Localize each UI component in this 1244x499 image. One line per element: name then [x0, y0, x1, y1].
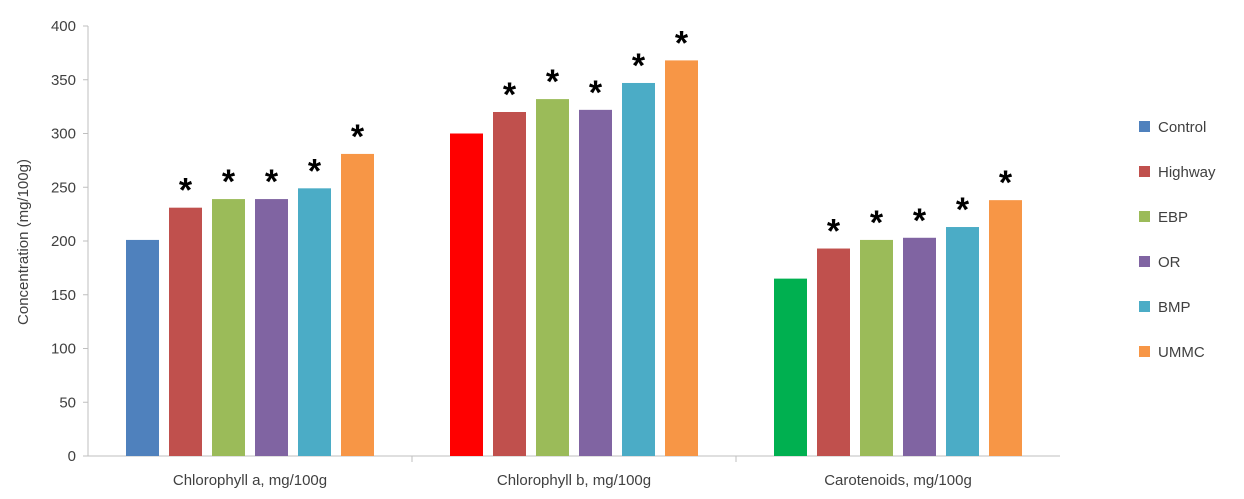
- y-tick-label: 150: [51, 287, 76, 304]
- y-tick-label: 400: [51, 18, 76, 35]
- bar-ebp-2: [860, 239, 893, 456]
- y-axis-label: Concentration (mg/100g): [15, 159, 32, 325]
- legend-label-bmp: BMP: [1158, 299, 1191, 316]
- significance-star: *: [827, 213, 841, 251]
- bar-highway-2: [817, 248, 850, 456]
- bar-highway-0: [169, 207, 202, 456]
- significance-star: *: [308, 152, 322, 190]
- significance-star: *: [956, 191, 970, 229]
- y-tick-label: 300: [51, 126, 76, 143]
- significance-star: *: [632, 47, 646, 85]
- bar-highway-1: [493, 112, 526, 456]
- bar-ummc-0: [341, 153, 374, 457]
- legend-label-or: OR: [1158, 254, 1181, 271]
- legend-label-ebp: EBP: [1158, 209, 1188, 226]
- y-tick-label: 100: [51, 341, 76, 358]
- bar-ebp-1: [536, 99, 569, 456]
- significance-star: *: [589, 74, 603, 112]
- y-tick-label: 250: [51, 179, 76, 196]
- bar-or-2: [903, 237, 936, 456]
- legend-swatch-ebp: [1139, 211, 1150, 222]
- y-tick-label: 50: [59, 394, 76, 411]
- significance-star: *: [546, 63, 560, 101]
- legend-label-highway: Highway: [1158, 164, 1216, 181]
- axes: 0 50 100 150 200 250 300 350 400 Chlorophyll a, m…: [51, 18, 1060, 489]
- significance-star: *: [913, 202, 927, 240]
- legend-swatch-ummc: [1139, 346, 1150, 357]
- y-tick-label: 350: [51, 72, 76, 89]
- significance-star: *: [265, 163, 279, 201]
- y-tick-label: 200: [51, 233, 76, 250]
- x-category-label: Chlorophyll a, mg/100g: [173, 472, 327, 489]
- bar-bmp-2: [946, 227, 979, 456]
- significance-star: *: [999, 164, 1013, 202]
- legend-label-ummc: UMMC: [1158, 344, 1205, 361]
- bar-control-1: [450, 133, 483, 456]
- legend-swatch-or: [1139, 256, 1150, 267]
- significance-markers: * * * * * * * * * * * * * * *: [179, 24, 1013, 250]
- legend-swatch-highway: [1139, 166, 1150, 177]
- significance-star: *: [351, 118, 365, 156]
- significance-star: *: [179, 172, 193, 210]
- legend-swatch-control: [1139, 121, 1150, 132]
- bar-control-2: [774, 278, 807, 456]
- significance-star: *: [222, 163, 236, 201]
- bar-or-0: [255, 199, 288, 456]
- legend-swatch-bmp: [1139, 301, 1150, 312]
- x-category-label: Carotenoids, mg/100g: [824, 472, 972, 489]
- bar-or-1: [579, 109, 612, 456]
- bars: [126, 60, 1022, 457]
- x-category-label: Chlorophyll b, mg/100g: [497, 472, 651, 489]
- bar-control-0: [126, 239, 159, 456]
- bar-ummc-1: [665, 60, 698, 457]
- bar-bmp-1: [622, 82, 655, 456]
- legend-label-control: Control: [1158, 119, 1206, 136]
- bar-ummc-2: [989, 200, 1022, 456]
- bar-bmp-0: [298, 188, 331, 456]
- significance-star: *: [503, 76, 517, 114]
- significance-star: *: [870, 204, 884, 242]
- y-tick-label: 0: [68, 448, 76, 465]
- legend: Control Highway EBP OR BMP UMMC: [1139, 119, 1216, 361]
- bar-ebp-0: [212, 199, 245, 456]
- significance-star: *: [675, 24, 689, 62]
